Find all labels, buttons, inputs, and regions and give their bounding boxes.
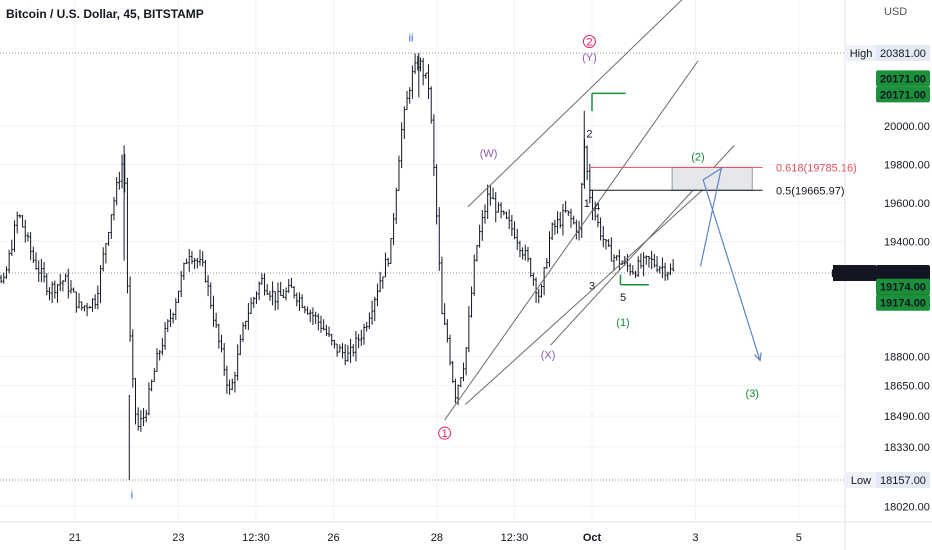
- price-tag-bg: [876, 86, 930, 103]
- symbol-tag-name: BTCUSD: [831, 268, 877, 280]
- price-tag-value: 19174.00: [880, 282, 926, 294]
- wave-label: 2: [586, 129, 592, 141]
- extreme-tag-value-bg: [876, 472, 930, 488]
- x-tick-label: 12:30: [242, 532, 270, 544]
- symbol-title: Bitcoin / U.S. Dollar, 45, BITSTAMP: [6, 7, 204, 21]
- price-tag-bg: [876, 70, 930, 87]
- price-tag-value: 20171.00: [880, 73, 926, 85]
- y-tick-label: 19600.00: [884, 198, 930, 210]
- extreme-tag-bg: [846, 45, 876, 61]
- wave-label: i: [131, 490, 133, 502]
- projection-path: [699, 167, 761, 361]
- x-tick-label: 5: [796, 532, 802, 544]
- wave-circle: [582, 35, 596, 49]
- wave-label: 3: [589, 280, 595, 292]
- symbol-tag-bg: [833, 265, 876, 282]
- price-tag-bg: [876, 278, 930, 295]
- x-tick-label: 12:30: [501, 532, 529, 544]
- wave-label: (W): [480, 148, 498, 160]
- x-tick-label: 23: [172, 532, 184, 544]
- currency-label: USD: [884, 6, 908, 18]
- price-tag-value: 20171.00: [880, 89, 926, 101]
- extreme-tag-value: 18157.00: [880, 475, 926, 487]
- y-tick-label: 19800.00: [884, 160, 930, 172]
- price-tag-bg: [876, 294, 930, 311]
- channel-line: [464, 168, 727, 405]
- wave-label: 1: [584, 198, 590, 210]
- projection-arrowhead: [754, 352, 762, 362]
- wave-label: 4: [594, 202, 600, 214]
- wave-label: (X): [541, 349, 556, 361]
- wave-label: ii: [409, 33, 414, 45]
- x-tick-label: Oct: [583, 532, 602, 544]
- y-tick-label: 18650.00: [884, 380, 930, 392]
- x-tick-label: 21: [69, 532, 81, 544]
- wave-label: (3): [746, 388, 759, 400]
- wave-circle: [438, 426, 452, 440]
- channel-line: [444, 60, 699, 421]
- y-tick-label: 18490.00: [884, 411, 930, 423]
- channel-line: [467, 0, 683, 208]
- extreme-tag-name: Low: [851, 475, 871, 487]
- y-tick-label: 20000.00: [884, 121, 930, 133]
- wave-label: (Y): [582, 52, 597, 64]
- y-tick-label: 18330.00: [884, 442, 930, 454]
- x-tick-label: 3: [692, 532, 698, 544]
- wave-label: 5: [620, 292, 626, 304]
- x-tick-label: 28: [431, 532, 443, 544]
- last-price-value: 19235.00: [880, 268, 926, 280]
- y-tick-label: 19400.00: [884, 236, 930, 248]
- fib-05-label: 0.5(19665.97): [776, 185, 845, 197]
- y-tick-label: 18800.00: [884, 352, 930, 364]
- extreme-tag-name: High: [850, 48, 873, 60]
- wave-label: 2: [586, 37, 592, 49]
- fib-zone-box: [671, 166, 753, 191]
- wave-label: (1): [616, 317, 629, 329]
- price-tag-value: 19174.00: [880, 298, 926, 310]
- fib-0618-label: 0.618(19785.16): [776, 162, 857, 174]
- extreme-tag-bg: [846, 472, 876, 488]
- wave-label: (2): [691, 152, 704, 164]
- x-tick-label: 26: [327, 532, 339, 544]
- wave-label: 1: [442, 428, 448, 440]
- extreme-tag-value-bg: [876, 45, 930, 61]
- extreme-tag-value: 20381.00: [880, 48, 926, 60]
- y-tick-label: 18020.00: [884, 501, 930, 513]
